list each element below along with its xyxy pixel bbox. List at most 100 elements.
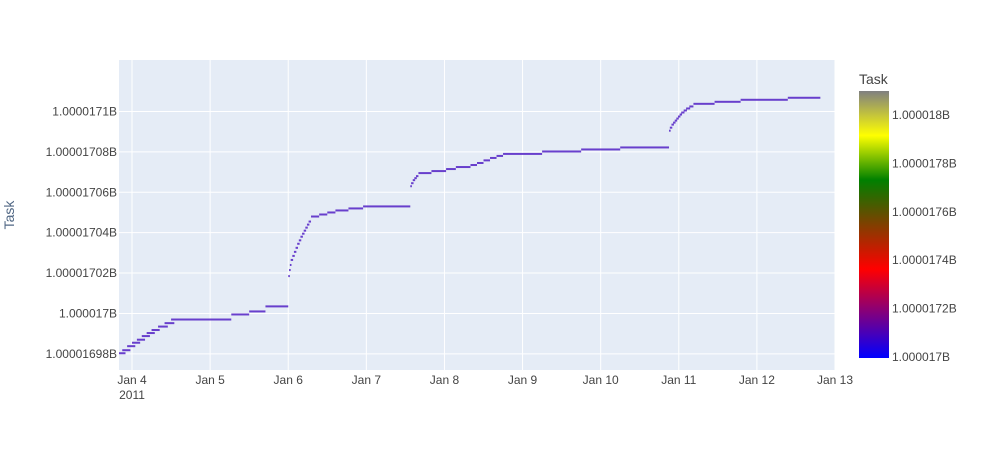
- task-bar: [300, 235, 303, 238]
- task-bar: [303, 229, 307, 232]
- task-bar: [171, 318, 232, 321]
- task-bar: [119, 352, 126, 355]
- task-bar: [348, 207, 364, 210]
- task-bar: [132, 341, 141, 344]
- task-bar: [676, 117, 679, 120]
- y-tick-label: 1.00001698B: [46, 347, 117, 361]
- task-bar: [141, 335, 150, 338]
- task-bar: [265, 305, 289, 308]
- task-bar: [669, 126, 673, 129]
- y-tick-label: 1.0000171B: [52, 104, 117, 118]
- task-bar: [686, 107, 691, 110]
- task-bar: [295, 246, 298, 249]
- task-bar: [411, 182, 414, 185]
- task-bar: [620, 146, 670, 149]
- task-bar: [311, 215, 320, 218]
- task-bar: [327, 211, 336, 214]
- colorbar-tick-label: 1.000018B: [892, 108, 950, 122]
- task-bar: [415, 175, 419, 178]
- timeline-bars: [119, 96, 821, 355]
- colorbar-tick-label: 1.0000174B: [892, 253, 957, 267]
- task-bar: [146, 332, 155, 335]
- task-bar: [288, 275, 290, 278]
- task-bar: [673, 121, 676, 124]
- task-bar: [164, 322, 175, 325]
- task-bar: [787, 96, 821, 99]
- x-tick-label: Jan 6: [274, 373, 304, 387]
- task-bar: [496, 154, 504, 157]
- x-tick-label: Jan 11: [661, 373, 696, 387]
- task-bar: [231, 313, 250, 316]
- task-bar: [581, 148, 621, 151]
- task-bar: [122, 349, 131, 352]
- task-bar: [249, 310, 266, 313]
- task-bar: [410, 185, 412, 188]
- task-bar: [412, 179, 416, 182]
- x-tick-label: Jan 12: [739, 373, 775, 387]
- plot-background: [119, 60, 835, 370]
- x-tick-label: Jan 7: [352, 373, 382, 387]
- task-bar: [542, 150, 582, 153]
- x-tick-label: Jan 4: [117, 373, 147, 387]
- task-bar: [470, 164, 477, 167]
- task-bar: [363, 205, 411, 208]
- colorbar: [859, 91, 889, 358]
- task-bar: [136, 338, 146, 341]
- task-bar: [669, 129, 671, 132]
- task-bar: [151, 329, 160, 332]
- task-bar: [714, 100, 741, 103]
- x-tick-label: Jan 5: [195, 373, 225, 387]
- task-bar: [289, 263, 292, 266]
- x-tick-label: Jan 8: [430, 373, 460, 387]
- x-tick-label: Jan 10: [583, 373, 619, 387]
- y-tick-label: 1.00001702B: [46, 266, 117, 280]
- task-bar: [292, 254, 295, 257]
- y-gridlines: [119, 110, 835, 355]
- x-tick-sublabel: 2011: [119, 388, 145, 402]
- task-bar: [297, 242, 300, 245]
- task-bar: [490, 156, 497, 159]
- colorbar-tick-labels: 1.000017B 1.0000172B 1.0000174B 1.0000176B 1…: [892, 108, 957, 364]
- task-bar: [431, 170, 447, 173]
- task-bar: [308, 220, 312, 223]
- task-bar: [305, 226, 308, 229]
- task-bar: [677, 115, 681, 118]
- colorbar-tick-label: 1.0000178B: [892, 156, 957, 170]
- y-tick-label: 1.00001708B: [46, 145, 117, 159]
- task-bar: [483, 159, 491, 162]
- y-tick-label: 1.00001704B: [46, 226, 117, 240]
- task-bar: [290, 258, 294, 261]
- task-bar: [418, 172, 432, 175]
- x-tick-label: Jan 13: [817, 373, 853, 387]
- y-tick-label: 1.000017B: [59, 306, 117, 320]
- task-bar: [740, 98, 788, 101]
- task-bar: [414, 177, 417, 180]
- task-bar: [158, 325, 168, 328]
- task-bar: [302, 232, 305, 235]
- task-bar: [671, 123, 674, 126]
- y-tick-label: 1.00001706B: [46, 185, 117, 199]
- colorbar-tick-label: 1.0000176B: [892, 205, 957, 219]
- task-bar: [335, 209, 349, 212]
- y-axis-tick-labels: 1.00001698B 1.000017B 1.00001702B 1.0000170…: [46, 104, 117, 360]
- task-bar: [689, 105, 694, 108]
- task-bar: [681, 111, 685, 114]
- y-axis-title: Task: [1, 200, 17, 230]
- task-bar: [693, 102, 715, 105]
- task-bar: [289, 269, 291, 272]
- task-bar: [455, 166, 471, 169]
- task-bar: [298, 239, 302, 242]
- task-bar: [503, 152, 543, 155]
- task-bar: [306, 223, 310, 226]
- colorbar-title: Task: [859, 71, 889, 87]
- task-bar: [127, 345, 136, 348]
- task-bar: [319, 213, 328, 216]
- task-bar: [446, 168, 456, 171]
- x-tick-label: Jan 9: [508, 373, 538, 387]
- colorbar-tick-label: 1.0000172B: [892, 301, 957, 315]
- task-bar: [293, 250, 297, 253]
- task-bar: [477, 161, 484, 164]
- task-bar: [679, 113, 683, 116]
